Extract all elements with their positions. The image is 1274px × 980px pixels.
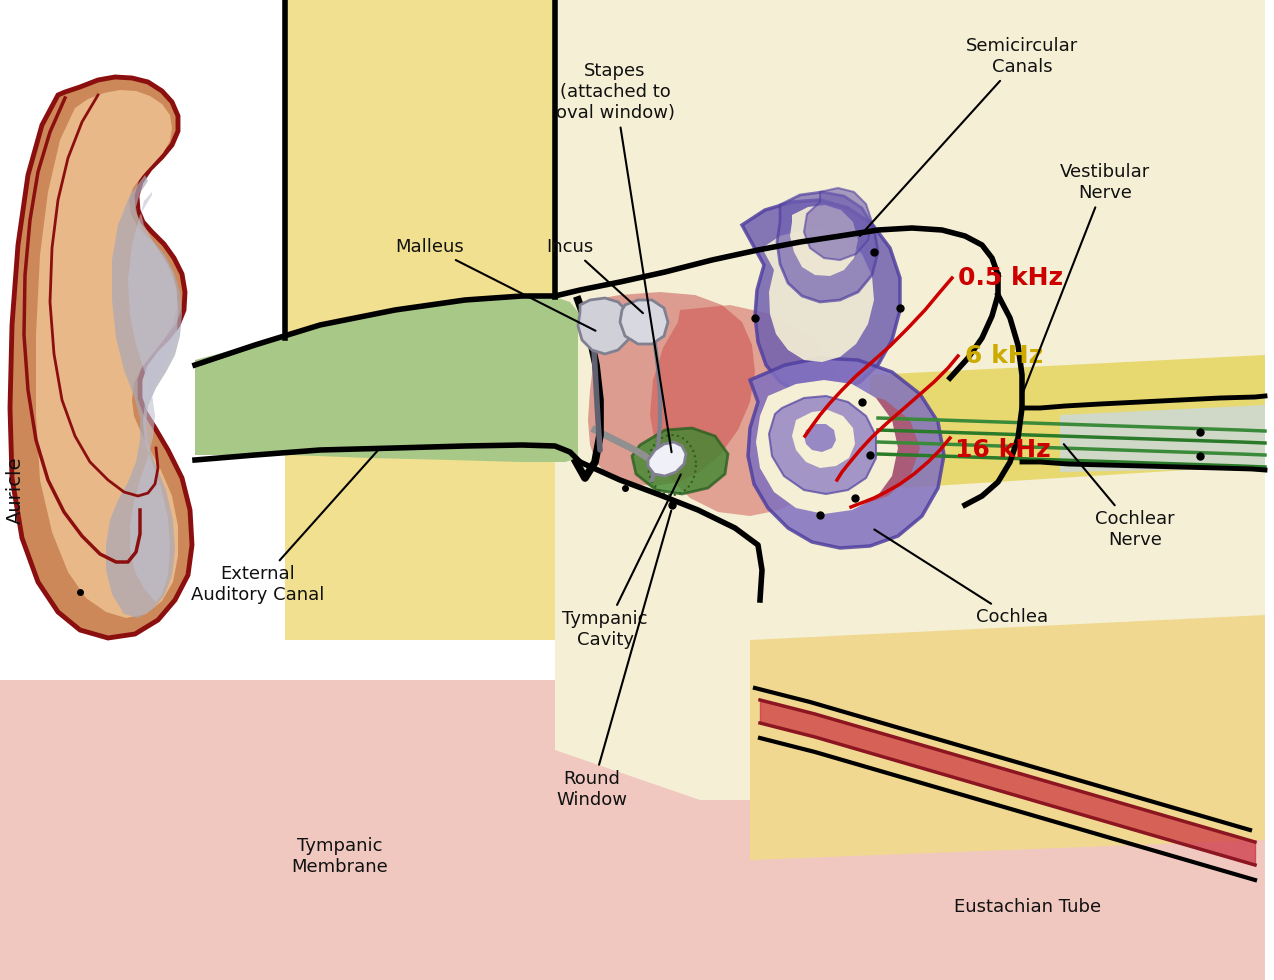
Text: Round
Window: Round Window xyxy=(557,511,671,809)
Text: Semicircular
Canals: Semicircular Canals xyxy=(860,37,1078,236)
Polygon shape xyxy=(792,410,855,468)
Polygon shape xyxy=(750,615,1265,860)
Polygon shape xyxy=(741,200,899,396)
Text: Cochlea: Cochlea xyxy=(874,529,1049,626)
Polygon shape xyxy=(632,428,727,494)
Polygon shape xyxy=(650,305,848,516)
Text: 16 kHz: 16 kHz xyxy=(956,438,1051,462)
Text: Cochlear
Nerve: Cochlear Nerve xyxy=(1064,444,1175,549)
Polygon shape xyxy=(106,175,182,618)
Text: External
Auditory Canal: External Auditory Canal xyxy=(191,450,378,604)
Polygon shape xyxy=(648,442,685,476)
Polygon shape xyxy=(578,298,632,354)
Polygon shape xyxy=(804,188,871,260)
Text: Tympanic
Membrane: Tympanic Membrane xyxy=(292,837,389,876)
Polygon shape xyxy=(555,0,1265,800)
Text: 6 kHz: 6 kHz xyxy=(964,344,1043,368)
Text: Incus: Incus xyxy=(547,238,643,314)
Polygon shape xyxy=(620,300,668,344)
Polygon shape xyxy=(790,205,857,276)
Text: Eustachian Tube: Eustachian Tube xyxy=(954,898,1102,916)
Polygon shape xyxy=(127,192,178,602)
Text: Tympanic
Cavity: Tympanic Cavity xyxy=(562,474,680,649)
Polygon shape xyxy=(755,380,898,514)
Polygon shape xyxy=(195,297,578,462)
Polygon shape xyxy=(580,292,755,486)
Polygon shape xyxy=(285,0,1265,640)
Polygon shape xyxy=(1060,405,1265,472)
Polygon shape xyxy=(804,424,836,452)
Text: Stapes
(attached to
oval window): Stapes (attached to oval window) xyxy=(555,63,674,452)
Polygon shape xyxy=(10,77,192,638)
Text: Vestibular
Nerve: Vestibular Nerve xyxy=(1020,164,1150,398)
Polygon shape xyxy=(762,230,874,362)
Polygon shape xyxy=(769,396,877,494)
Text: Auricle: Auricle xyxy=(5,457,24,523)
Text: Malleus: Malleus xyxy=(396,238,595,330)
Text: 0.5 kHz: 0.5 kHz xyxy=(958,266,1063,290)
Polygon shape xyxy=(285,0,555,640)
Polygon shape xyxy=(36,90,178,618)
Polygon shape xyxy=(810,390,920,505)
Polygon shape xyxy=(748,358,944,548)
Polygon shape xyxy=(870,355,1265,490)
Polygon shape xyxy=(777,192,878,302)
Polygon shape xyxy=(0,680,1265,980)
